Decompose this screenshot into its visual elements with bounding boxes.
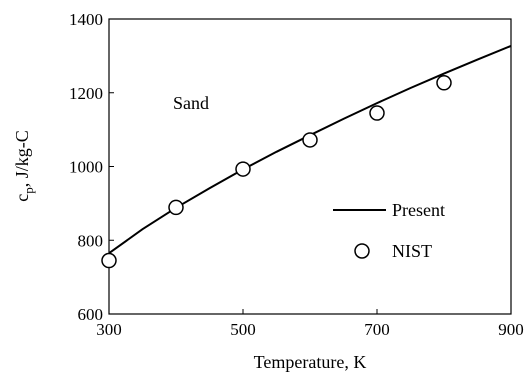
legend-nist-marker bbox=[354, 243, 370, 259]
y-axis-label-subscript: p bbox=[21, 187, 36, 194]
legend-nist-label: NIST bbox=[392, 241, 432, 261]
present-series-line bbox=[108, 44, 512, 255]
y-tick-label: 800 bbox=[78, 231, 104, 250]
x-axis-label: Temperature, K bbox=[254, 352, 367, 372]
x-tick-label: 700 bbox=[364, 320, 390, 339]
sand-annotation: Sand bbox=[173, 93, 209, 113]
x-axis-ticks: 300 500 700 900 bbox=[96, 309, 524, 339]
x-tick-label: 900 bbox=[498, 320, 524, 339]
y-tick-label: 600 bbox=[78, 305, 104, 324]
y-axis-label-units: , J/kg-C bbox=[12, 130, 32, 187]
x-tick-label: 300 bbox=[96, 320, 122, 339]
plot-frame bbox=[108, 18, 512, 315]
legend: Present NIST bbox=[333, 200, 445, 261]
nist-point bbox=[235, 161, 251, 177]
y-tick-label: 1000 bbox=[69, 158, 103, 177]
nist-series-points bbox=[101, 75, 452, 269]
y-axis-label: cp, J/kg-C bbox=[12, 130, 36, 202]
nist-point bbox=[168, 199, 184, 216]
nist-point bbox=[101, 252, 117, 269]
x-tick-label: 500 bbox=[230, 320, 256, 339]
y-tick-label: 1200 bbox=[69, 84, 103, 103]
nist-point bbox=[302, 132, 318, 148]
y-axis-label-main: c bbox=[12, 194, 32, 202]
y-axis-ticks: 600 800 1000 1200 1400 bbox=[69, 10, 114, 324]
y-tick-label: 1400 bbox=[69, 10, 103, 29]
nist-point bbox=[436, 75, 452, 91]
legend-present-label: Present bbox=[392, 200, 445, 220]
nist-point bbox=[369, 105, 385, 121]
